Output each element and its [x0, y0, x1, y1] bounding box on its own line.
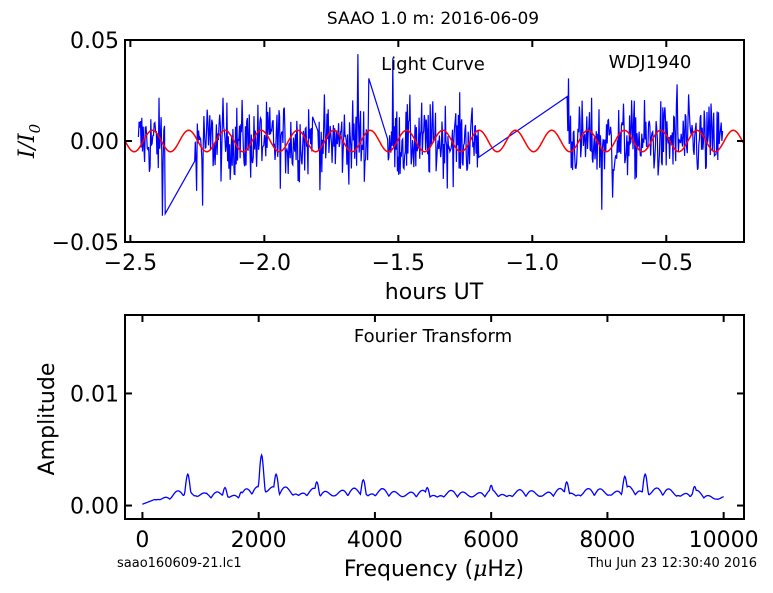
x-tick-label: 0 — [135, 528, 149, 553]
fourier-panel: 0 2000 4000 6000 8000 10000 0.00 0.01 Fourier T… — [35, 314, 759, 582]
x-tick-label: −2.0 — [238, 251, 291, 276]
fourier-xlabel: Frequency (μHz) — [344, 557, 524, 582]
light-curve-line — [137, 54, 724, 216]
x-tick-label: 4000 — [347, 528, 403, 553]
light-curve-label: Light Curve — [381, 54, 485, 75]
y-tick-label: 0.05 — [70, 29, 119, 54]
fourier-frame — [124, 314, 745, 520]
fourier-label: Fourier Transform — [354, 326, 512, 347]
x-tick-label: −1.0 — [506, 251, 559, 276]
y-tick-label: 0.00 — [70, 495, 119, 520]
x-tick-label: 6000 — [463, 528, 519, 553]
x-tick-label: −2.5 — [104, 251, 157, 276]
figure-title: SAAO 1.0 m: 2016-06-09 — [327, 9, 539, 29]
fourier-ticks: 0 2000 4000 6000 8000 10000 0.00 0.01 — [70, 315, 759, 553]
y-tick-label: 0.00 — [70, 130, 119, 155]
sinusoid-fit-line — [125, 129, 744, 153]
y-tick-label: 0.01 — [70, 382, 119, 407]
footer-filename: saao160609-21.lc1 — [117, 556, 242, 571]
x-tick-label: 2000 — [231, 528, 287, 553]
footer-timestamp: Thu Jun 23 12:30:40 2016 — [587, 556, 757, 571]
fourier-plot-area — [142, 453, 724, 505]
light-curve-ylabel: I/I0 — [15, 123, 44, 159]
x-tick-label: −0.5 — [640, 251, 693, 276]
light-curve-panel: −2.5 −2.0 −1.5 −1.0 −0.5 −0.05 0.00 0.05 Light … — [15, 29, 745, 305]
x-tick-label: −1.5 — [372, 251, 425, 276]
y-tick-label: −0.05 — [52, 231, 119, 256]
fourier-ylabel: Amplitude — [35, 363, 60, 476]
light-curve-plot-area — [125, 54, 744, 216]
light-curve-ticks: −2.5 −2.0 −1.5 −1.0 −0.5 −0.05 0.00 0.05 — [52, 29, 744, 276]
x-tick-label: 8000 — [579, 528, 635, 553]
light-curve-xlabel: hours UT — [385, 280, 484, 305]
x-tick-label: 10000 — [689, 528, 759, 553]
amplitude-spectrum-line — [142, 453, 724, 505]
star-label: WDJ1940 — [609, 52, 692, 73]
